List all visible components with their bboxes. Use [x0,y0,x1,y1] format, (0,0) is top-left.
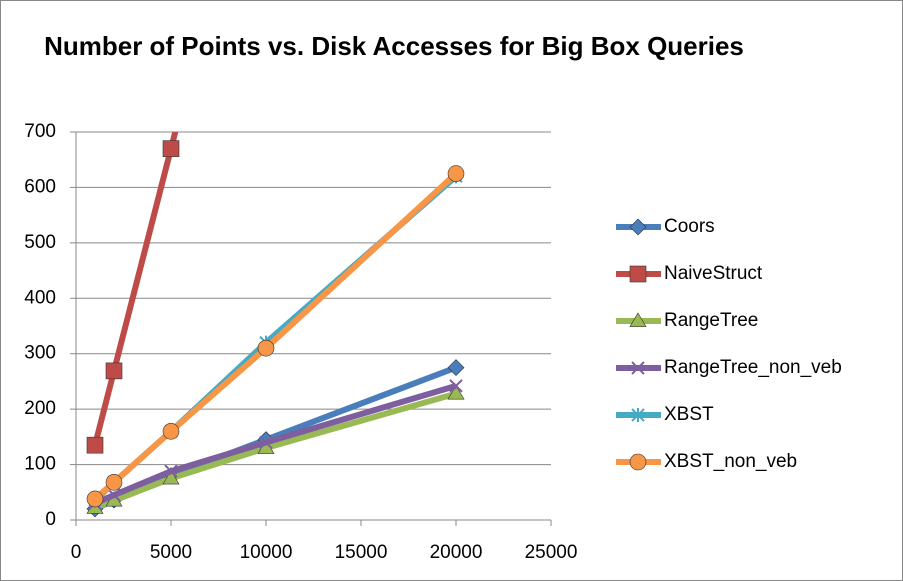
x-tick-label: 5000 [150,542,192,563]
legend-label: XBST [664,404,714,425]
chart-title: Number of Points vs. Disk Accesses for B… [44,31,744,61]
x-tick-label: 10000 [240,542,293,563]
marker [447,165,465,182]
marker [631,408,645,422]
marker [162,469,180,485]
marker [447,385,465,400]
marker [86,436,104,454]
marker [449,379,463,393]
y-tick-label: 100 [24,454,56,475]
legend-label: NaiveStruct [664,263,763,284]
marker [105,474,123,491]
x-tick-label: 25000 [525,542,578,563]
legend-label: Coors [664,216,715,237]
marker [447,359,465,376]
marker [257,339,275,357]
marker [259,435,273,450]
y-tick-label: 200 [24,398,56,419]
y-tick-label: 500 [24,232,56,253]
y-tick-label: 700 [24,121,56,142]
y-tick-label: 300 [24,343,56,364]
x-tick-label: 0 [71,542,82,563]
plot-area [86,132,465,518]
marker [631,361,645,375]
x-tick-label: 20000 [430,542,483,563]
marker [162,140,180,157]
marker [107,488,121,502]
y-tick-label: 0 [45,509,56,530]
marker [629,312,647,327]
marker [105,362,123,380]
marker [629,265,647,283]
legend-label: RangeTree [664,310,758,331]
x-tick-label: 15000 [335,542,388,563]
y-tick-label: 400 [24,287,56,308]
marker [629,218,647,236]
marker [629,453,647,471]
legend-label: RangeTree_non_veb [664,357,842,378]
legend-label: XBST_non_veb [664,451,797,472]
marker [86,490,104,508]
y-tick-label: 600 [24,176,56,197]
marker [164,464,178,478]
marker [162,423,180,440]
